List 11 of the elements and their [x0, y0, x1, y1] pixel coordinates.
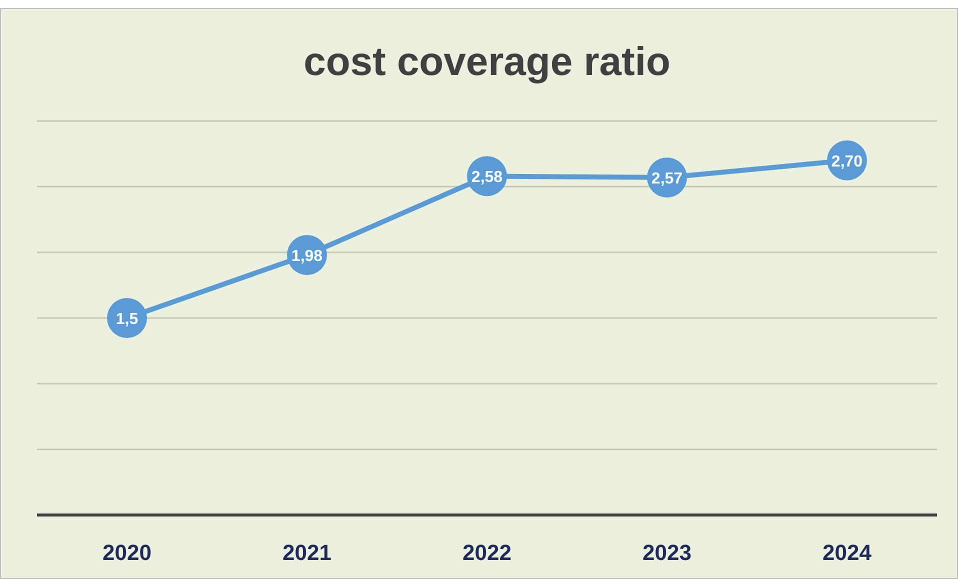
- x-tick-label: 2022: [462, 540, 512, 565]
- x-tick-label: 2023: [642, 540, 692, 565]
- data-label: 2,58: [471, 169, 503, 186]
- chart-title: cost coverage ratio: [304, 40, 670, 84]
- data-label: 2,70: [831, 153, 863, 170]
- x-tick-label: 2020: [102, 540, 152, 565]
- data-label: 2,57: [651, 170, 683, 188]
- data-label: 1,98: [291, 248, 323, 265]
- data-label: 1,5: [116, 311, 138, 328]
- x-tick-label: 2021: [282, 540, 332, 565]
- x-tick-label: 2024: [822, 540, 872, 565]
